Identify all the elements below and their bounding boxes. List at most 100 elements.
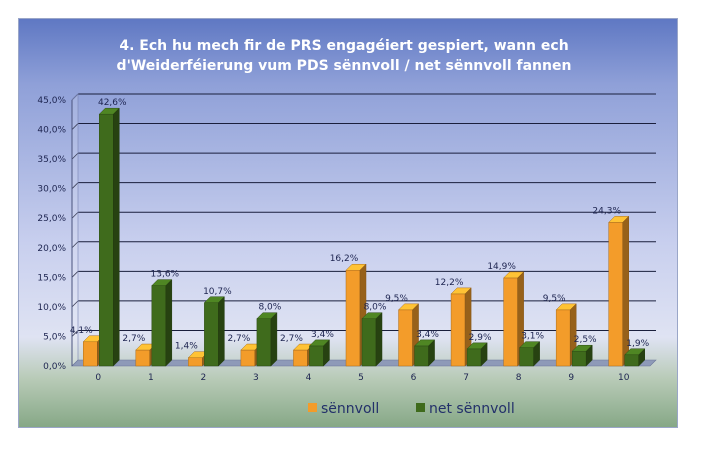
bar-front (450, 293, 466, 367)
bar-front (503, 277, 518, 367)
bar-net-sennvoll (624, 348, 646, 367)
data-label: 16,2% (330, 254, 359, 264)
x-tick-label: 1 (148, 373, 154, 383)
legend-label: net sënnvoll (429, 401, 515, 417)
x-tick-label: 9 (568, 373, 574, 383)
bar-front (309, 345, 324, 367)
x-tick-label: 7 (463, 373, 469, 383)
data-label: 1,9% (626, 339, 649, 349)
bar-front (256, 318, 272, 367)
x-tick-label: 2 (200, 373, 206, 383)
data-label: 4,1% (70, 326, 93, 336)
bar-side (323, 339, 330, 367)
bar-side (218, 296, 225, 367)
grid-line-side (71, 182, 79, 189)
x-tick-label: 10 (618, 373, 630, 383)
bar-front (240, 349, 256, 367)
grid-line-side (71, 123, 79, 130)
bar-net-sennvoll (256, 312, 278, 367)
bar-front (414, 345, 429, 367)
y-tick-label: 15,0% (37, 273, 66, 283)
chart-title-line-1: 4. Ech hu mech fir de PRS engagéiert ges… (119, 38, 568, 54)
bars (82, 107, 646, 367)
bar-net-sennvoll (308, 339, 331, 367)
y-tick-label: 0,0% (43, 362, 66, 372)
grid-line-side (71, 241, 79, 249)
y-tick-label: 30,0% (37, 185, 66, 195)
data-label: 1,4% (175, 342, 198, 352)
bar-net-sennvoll (466, 342, 488, 367)
data-label: 12,2% (435, 278, 464, 288)
bar-net-sennvoll (203, 296, 225, 367)
bar-front (188, 357, 203, 367)
x-tick-label: 6 (411, 373, 417, 383)
chart-title-line-2: d'Weiderféierung vum PDS sënnvoll / net … (117, 58, 572, 74)
bar-front (135, 349, 151, 367)
bar-front (624, 354, 639, 367)
bar-front (151, 285, 167, 367)
bar-sennvoll (608, 215, 630, 367)
data-label: 13,6% (151, 270, 180, 280)
legend-swatch (308, 403, 317, 412)
bar-net-sennvoll (361, 312, 383, 367)
bar-front (293, 349, 308, 367)
bar-front (608, 222, 623, 367)
bar-sennvoll (240, 343, 262, 367)
data-label: 42,6% (98, 98, 127, 108)
bar-side (165, 279, 173, 367)
bar-net-sennvoll (571, 344, 593, 367)
grid-line-side (71, 330, 79, 337)
x-tick-label: 0 (95, 373, 101, 383)
data-label: 14,9% (487, 262, 516, 272)
x-tick-label: 4 (306, 373, 312, 383)
y-tick-label: 25,0% (37, 214, 66, 224)
bar-net-sennvoll (151, 279, 173, 367)
bar-side (585, 344, 593, 367)
bar-front (571, 350, 587, 367)
bar-side (638, 348, 645, 367)
data-label: 9,5% (543, 294, 566, 304)
bar-front (555, 309, 571, 367)
bar-front (398, 309, 413, 367)
bar-side (533, 341, 540, 367)
bar-side (270, 312, 278, 367)
legend-label: sënnvoll (321, 401, 379, 417)
legend: sënnvoll net sënnvoll (308, 401, 515, 417)
data-label: 2,7% (122, 334, 145, 344)
data-label: 10,7% (203, 287, 232, 297)
data-label: 9,5% (385, 294, 408, 304)
data-label: 8,0% (258, 303, 281, 313)
data-label: 2,7% (227, 334, 250, 344)
y-tick-label: 45,0% (37, 96, 66, 106)
y-tick-label: 5,0% (43, 332, 66, 342)
y-tick-label: 10,0% (37, 303, 66, 313)
data-label: 3,1% (521, 332, 544, 342)
grid-line-side (71, 152, 79, 160)
grid-line-side (71, 271, 79, 278)
grid-line-side (71, 211, 79, 219)
data-label: 24,3% (592, 206, 621, 216)
data-label: 8,0% (364, 303, 387, 313)
x-tick-label: 5 (358, 373, 364, 383)
y-tick-label: 20,0% (37, 244, 66, 254)
bar-front (99, 113, 114, 367)
bar-side (480, 342, 488, 367)
bar-side (375, 312, 383, 367)
data-label: 3,4% (416, 330, 439, 340)
x-tick-label: 3 (253, 373, 259, 383)
bar-front (361, 318, 377, 367)
bar-front (204, 302, 219, 367)
bar-front (466, 348, 482, 367)
bar-front (345, 269, 361, 367)
bar-sennvoll (503, 271, 525, 367)
data-label: 2,7% (280, 334, 303, 344)
data-label: 2,5% (574, 335, 597, 345)
y-tick-label: 35,0% (37, 155, 66, 165)
bar-front (519, 347, 534, 367)
y-tick-label: 40,0% (37, 126, 66, 136)
bar-net-sennvoll (98, 107, 120, 367)
bar-net-sennvoll (519, 341, 541, 367)
data-labels: 4,1% 2,7% 1,4% 2,7% 2,7% 16,2% 9,5% 12,2% 14,9% 9… (70, 98, 650, 352)
data-label: 3,4% (311, 330, 334, 340)
